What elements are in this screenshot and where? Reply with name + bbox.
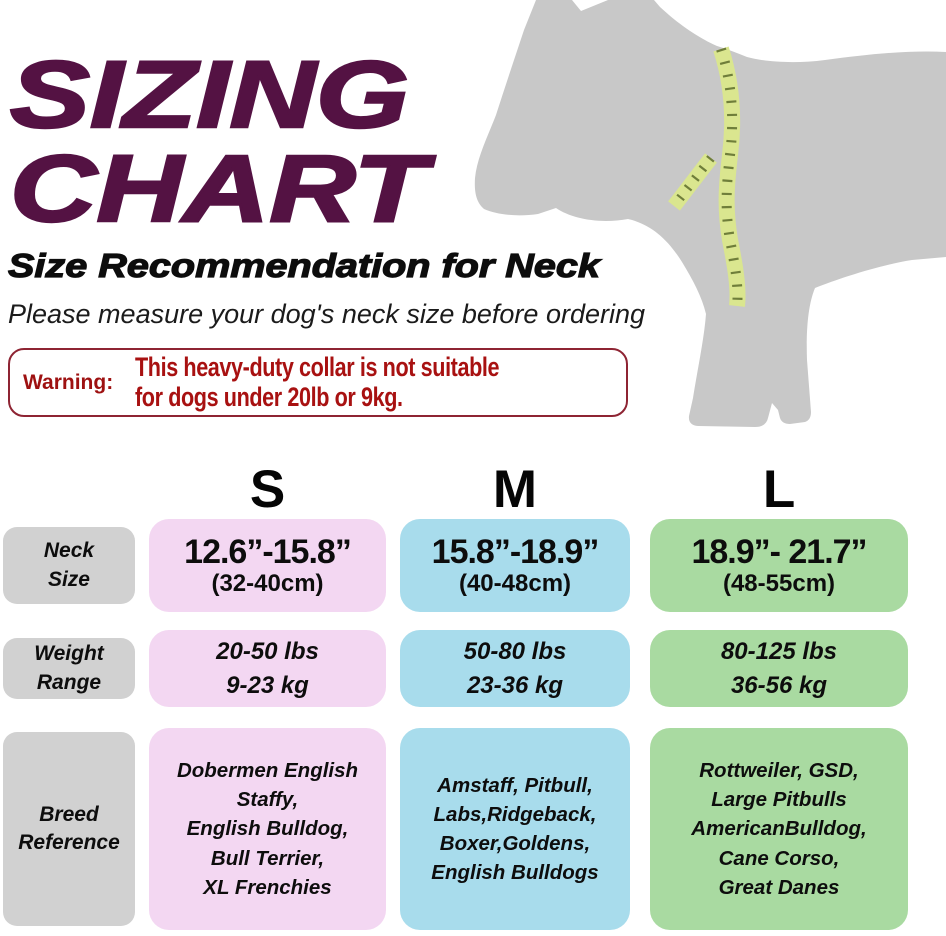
weight-range-m: 50-80 lbs 23-36 kg [463,637,567,699]
warning-box: Warning: This heavy-duty collar is not s… [8,348,628,417]
page-title-line1: SIZING [8,42,410,148]
row-label-weight-range: Weight Range [3,638,135,699]
neck-size-cm-m: (40-48cm) [458,570,572,598]
neck-size-inches-m: 15.8”-18.9” [431,532,600,571]
measure-note: Please measure your dog's neck size befo… [8,299,646,329]
row-label-neck-size: Neck Size [3,527,135,604]
neck-size-cm-s: (32-40cm) [211,570,324,598]
tape-measure-ticks [716,47,743,307]
dog-body-shape [474,0,946,427]
dog-silhouette-illustration [474,0,946,427]
weight-range-l: 80-125 lbs 36-56 kg [720,637,838,699]
neck-size-inches-l: 18.9”- 21.7” [691,532,867,571]
breed-reference-cell-l: Rottweiler, GSD, Large Pitbulls American… [650,728,908,930]
size-header-l: L [762,460,796,519]
size-header-m: M [492,460,538,519]
breed-list-l: Rottweiler, GSD, Large Pitbulls American… [691,759,867,899]
breed-list-s: Dobermen English Staffy, English Bulldog… [176,759,359,899]
weight-range-cell-m: 50-80 lbs 23-36 kg [400,630,630,707]
neck-size-cm-l: (48-55cm) [722,570,836,598]
weight-range-s: 20-50 lbs 9-23 kg [216,637,319,699]
page-title-line2: CHART [8,136,428,242]
neck-size-cell-s: 12.6”-15.8” (32-40cm) [149,519,386,612]
warning-label: Warning: [23,370,114,394]
neck-size-inches-s: 12.6”-15.8” [184,532,352,571]
weight-range-cell-l: 80-125 lbs 36-56 kg [650,630,908,707]
tape-measure-branch [668,153,717,211]
page-title: SIZING CHART [8,42,428,242]
warning-message: This heavy-duty collar is not suitable f… [135,351,500,412]
size-header-s: S [249,460,286,519]
row-label-breed-reference: Breed Reference [3,732,135,926]
breed-reference-cell-s: Dobermen English Staffy, English Bulldog… [149,728,386,930]
breed-list-m: Amstaff, Pitbull, Labs,Ridgeback, Boxer,… [431,773,599,885]
weight-range-cell-s: 20-50 lbs 9-23 kg [149,630,386,707]
breed-reference-cell-m: Amstaff, Pitbull, Labs,Ridgeback, Boxer,… [400,728,630,930]
neck-size-cell-m: 15.8”-18.9” (40-48cm) [400,519,630,612]
sizing-table: S M L Neck Size 12.6”-15.8” (32-40cm) 15… [3,455,908,930]
page-subtitle: Size Recommendation for Neck [7,246,600,284]
neck-size-cell-l: 18.9”- 21.7” (48-55cm) [650,519,908,612]
